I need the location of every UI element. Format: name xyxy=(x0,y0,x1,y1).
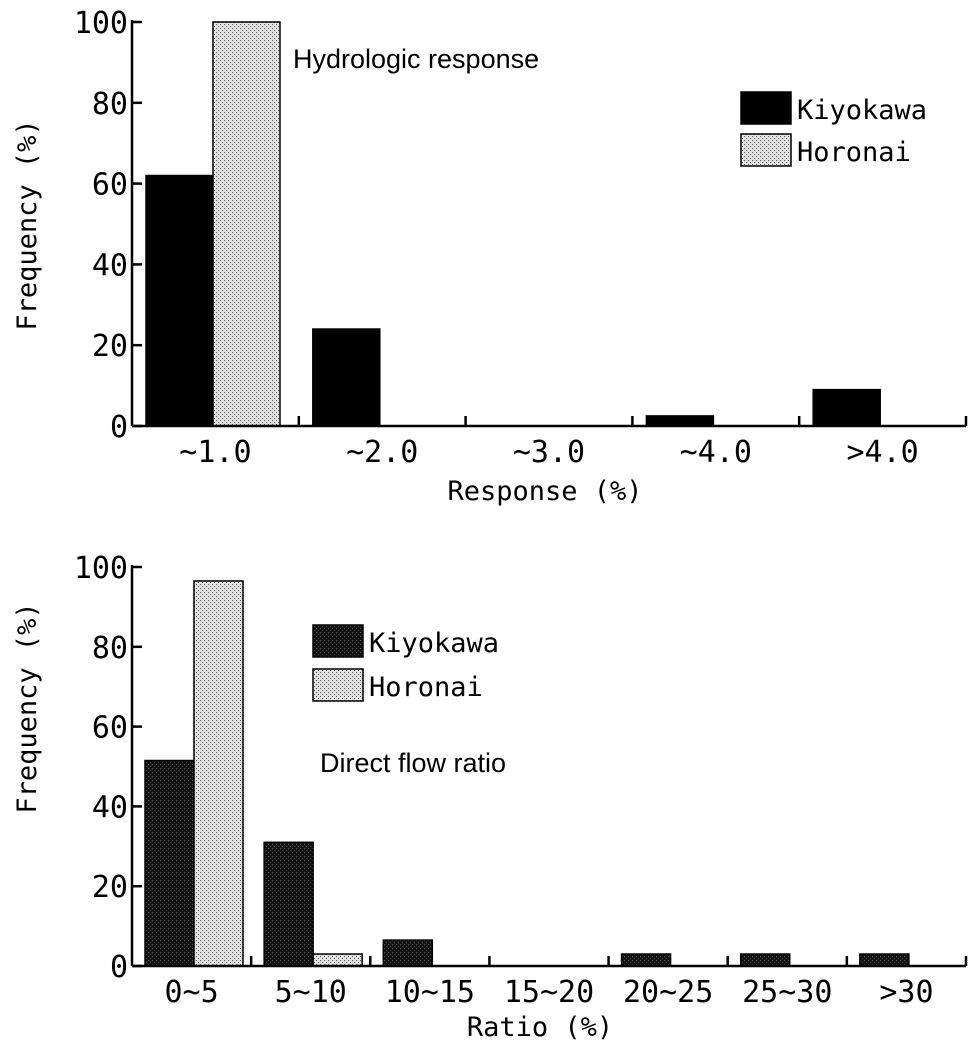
y-tick-label: 20 xyxy=(92,870,128,905)
bar-horonai-5-10 xyxy=(312,953,363,967)
bars-group xyxy=(145,21,881,427)
bar-kiyokawa-30 xyxy=(859,953,910,967)
x-axis-title: Response (%) xyxy=(447,476,642,507)
x-tick-label-2-0: ~2.0 xyxy=(346,435,418,470)
bar-kiyokawa-4-0 xyxy=(812,388,881,427)
legend-swatch-kiyokawa xyxy=(312,624,364,658)
bar-kiyokawa-25-30 xyxy=(739,953,791,967)
bar-kiyokawa-10-15 xyxy=(382,939,434,967)
x-tick-label-20-25: 20~25 xyxy=(623,975,713,1010)
x-tick-label-1-0: ~1.0 xyxy=(179,435,251,470)
y-axis-title: Frequency (%) xyxy=(12,119,43,330)
y-tick-label: 0 xyxy=(110,410,128,445)
legend-label-horonai: Horonai xyxy=(369,672,483,703)
y-tick-label: 60 xyxy=(92,711,128,746)
legend: Kiyokawa Horonai xyxy=(312,624,499,703)
y-tick-label: 40 xyxy=(92,248,128,283)
bar-horonai-1-0 xyxy=(212,21,281,427)
direct-flow-ratio-svg: 0 20 40 60 80 100 0~5 5~10 10~15 15~20 20~25 25~30 >… xyxy=(12,551,968,1042)
legend-swatch-horonai xyxy=(740,133,792,167)
legend-label-kiyokawa: Kiyokawa xyxy=(369,628,499,659)
axes-group: 0 20 40 60 80 100 0~5 5~10 10~15 15~20 20~25 25~30 >… xyxy=(74,551,968,1010)
legend: Kiyokawa Horonai xyxy=(740,91,927,168)
bars-group xyxy=(144,580,910,967)
bar-kiyokawa-2-0 xyxy=(312,328,381,427)
x-tick-label-4-0: ~4.0 xyxy=(680,435,752,470)
bar-kiyokawa-4-0 xyxy=(645,415,715,427)
bar-kiyokawa-1-0 xyxy=(145,174,214,427)
y-tick-label: 100 xyxy=(74,6,128,41)
hydrologic-response-chart: 0 20 40 60 80 100 ~1.0 ~2.0 ~3.0 ~4.0 >4.0 Hydrolo… xyxy=(0,0,969,510)
x-tick-label-4-0: >4.0 xyxy=(846,435,918,470)
y-tick-label: 100 xyxy=(74,551,128,586)
x-tick-label-10-15: 10~15 xyxy=(385,975,475,1010)
x-tick-label-0-5: 0~5 xyxy=(164,975,218,1010)
y-tick-label: 40 xyxy=(92,790,128,825)
x-tick-label-3-0: ~3.0 xyxy=(513,435,585,470)
bar-kiyokawa-5-10 xyxy=(263,841,314,967)
hydrologic-response-svg: 0 20 40 60 80 100 ~1.0 ~2.0 ~3.0 ~4.0 >4.0 Hydrolo… xyxy=(12,6,968,507)
x-tick-label-30: >30 xyxy=(879,975,933,1010)
y-tick-label: 20 xyxy=(92,329,128,364)
x-tick-label-5-10: 5~10 xyxy=(275,975,347,1010)
axes-group: 0 20 40 60 80 100 ~1.0 ~2.0 ~3.0 ~4.0 >4.0 xyxy=(74,6,968,470)
chart-title: Direct flow ratio xyxy=(320,748,506,778)
x-tick-label-15-20: 15~20 xyxy=(504,975,594,1010)
legend-label-kiyokawa: Kiyokawa xyxy=(797,95,927,126)
x-tick-label-25-30: 25~30 xyxy=(742,975,832,1010)
y-tick-label: 60 xyxy=(92,168,128,203)
bar-kiyokawa-20-25 xyxy=(620,953,672,967)
x-axis-title: Ratio (%) xyxy=(467,1012,613,1042)
bar-kiyokawa-0-5 xyxy=(144,759,195,967)
direct-flow-ratio-chart: 0 20 40 60 80 100 0~5 5~10 10~15 15~20 20~25 25~30 >… xyxy=(0,540,969,1042)
legend-label-horonai: Horonai xyxy=(797,137,911,168)
chart-title: Hydrologic response xyxy=(293,44,539,74)
legend-swatch-kiyokawa xyxy=(740,91,792,125)
y-tick-label: 80 xyxy=(92,631,128,666)
y-axis-title: Frequency (%) xyxy=(12,602,43,813)
y-tick-label: 0 xyxy=(110,950,128,985)
bar-horonai-0-5 xyxy=(193,580,244,967)
y-tick-label: 80 xyxy=(92,87,128,122)
legend-swatch-horonai xyxy=(312,668,364,702)
